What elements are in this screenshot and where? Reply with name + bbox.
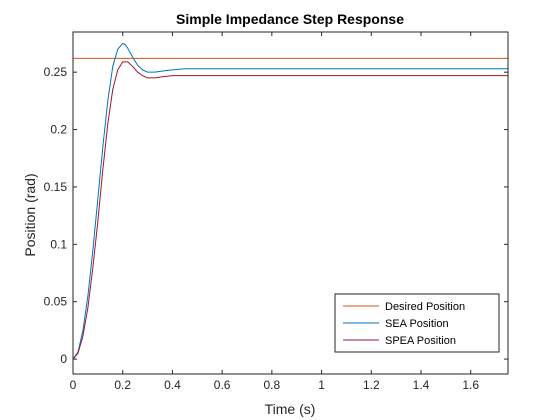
y-tick-label: 0.05 bbox=[44, 295, 68, 309]
x-tick-label: 1.6 bbox=[462, 378, 479, 392]
y-tick-label: 0.2 bbox=[50, 123, 67, 137]
x-tick-label: 1 bbox=[318, 378, 325, 392]
x-tick-label: 1.4 bbox=[413, 378, 430, 392]
series-line-sea-position bbox=[72, 42, 508, 360]
y-tick-label: 0.15 bbox=[44, 180, 68, 194]
legend-label-sea-position: SEA Position bbox=[385, 318, 449, 330]
x-tick-label: 0 bbox=[70, 378, 77, 392]
legend-label-spea-position: SPEA Position bbox=[385, 335, 456, 347]
legend-label-desired-position: Desired Position bbox=[385, 301, 465, 313]
x-axis-label: Time (s) bbox=[265, 401, 316, 417]
y-axis-label: Position (rad) bbox=[22, 173, 38, 256]
chart-title: Simple Impedance Step Response bbox=[176, 11, 404, 27]
x-tick-label: 0.2 bbox=[114, 378, 131, 392]
y-tick-label: 0.1 bbox=[50, 237, 67, 251]
x-tick-label: 0.8 bbox=[264, 378, 281, 392]
x-tick-label: 0.4 bbox=[164, 378, 181, 392]
x-tick-label: 1.2 bbox=[363, 378, 380, 392]
x-tick-label: 0.6 bbox=[214, 378, 231, 392]
series-line-spea-position bbox=[72, 61, 508, 360]
y-tick-label: 0 bbox=[60, 352, 67, 366]
axes-box bbox=[72, 31, 509, 375]
y-tick-label: 0.25 bbox=[44, 65, 68, 79]
